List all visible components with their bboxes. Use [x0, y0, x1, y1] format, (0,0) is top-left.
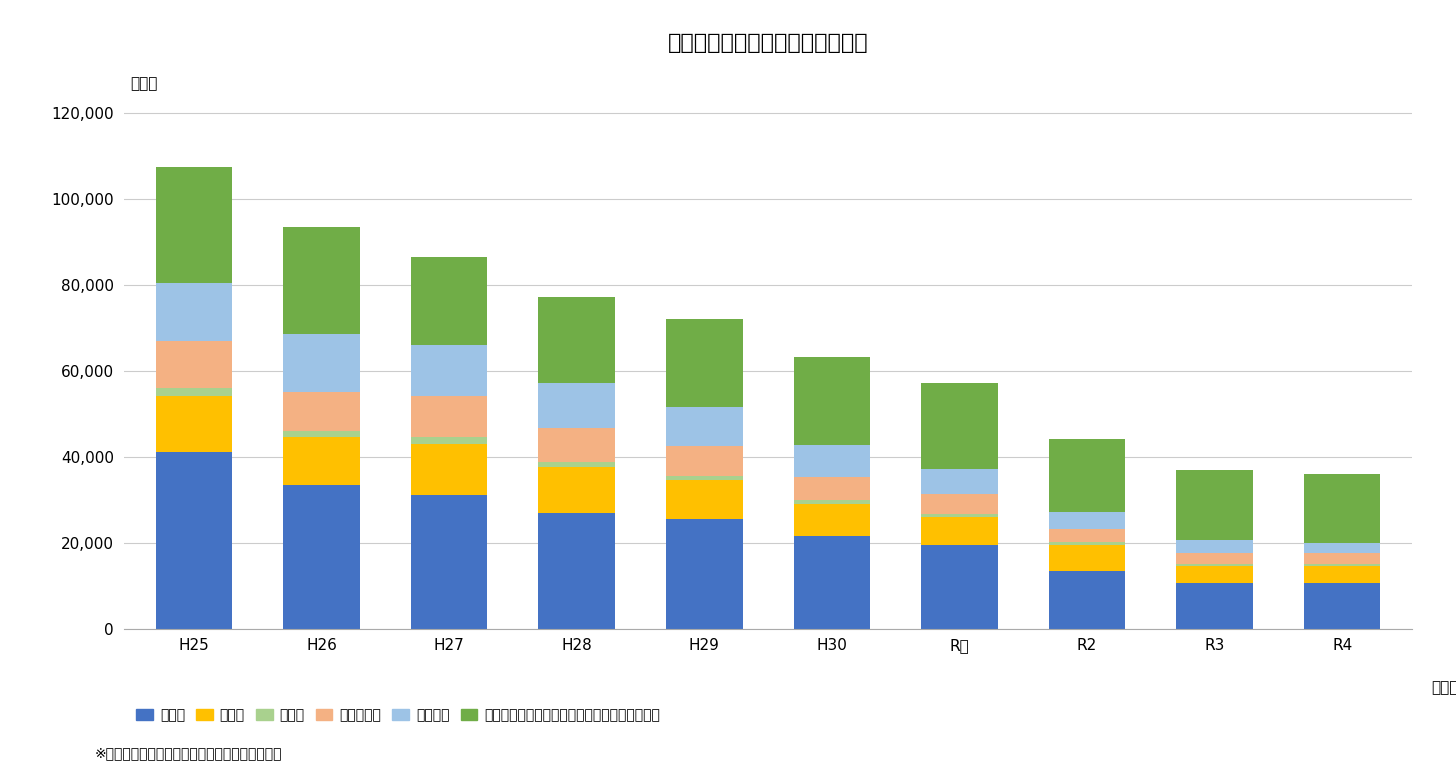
Bar [665, 407, 743, 446]
Bar [1048, 542, 1125, 545]
Bar [794, 501, 871, 504]
Bar [665, 476, 743, 480]
Bar [1305, 542, 1380, 553]
Bar [794, 536, 871, 629]
Bar [539, 428, 614, 462]
Bar [411, 495, 488, 629]
Bar [1048, 570, 1125, 629]
Bar [1176, 553, 1252, 564]
Bar [1048, 529, 1125, 542]
Bar [922, 383, 997, 469]
Bar [665, 480, 743, 519]
Bar [156, 397, 232, 452]
Bar [1305, 564, 1380, 566]
Bar [284, 438, 360, 484]
Bar [411, 397, 488, 438]
Bar [1176, 566, 1252, 584]
Bar [922, 514, 997, 517]
Bar [539, 296, 614, 383]
Bar [1176, 540, 1252, 553]
Bar [411, 438, 488, 444]
Text: （年）: （年） [1431, 680, 1456, 695]
Bar [284, 484, 360, 629]
Bar [411, 257, 488, 345]
Text: （件）: （件） [130, 76, 157, 92]
Bar [156, 167, 232, 282]
Bar [156, 341, 232, 388]
Bar [1176, 584, 1252, 629]
Bar [539, 462, 614, 467]
Bar [1176, 469, 1252, 540]
Bar [1305, 474, 1380, 542]
Bar [284, 431, 360, 438]
Bar [794, 356, 871, 445]
Text: ※「空き巣」「忍込み」「居空き」は、住宅対象: ※「空き巣」「忍込み」「居空き」は、住宅対象 [95, 747, 282, 760]
Bar [1048, 439, 1125, 512]
Bar [539, 383, 614, 428]
Bar [1305, 584, 1380, 629]
Title: 侵入窃盗の手口別認知件数の推移: 侵入窃盗の手口別認知件数の推移 [668, 33, 868, 53]
Bar [411, 345, 488, 397]
Bar [922, 469, 997, 494]
Bar [665, 519, 743, 629]
Bar [1305, 566, 1380, 584]
Bar [539, 467, 614, 512]
Bar [539, 512, 614, 629]
Bar [284, 392, 360, 431]
Bar [665, 446, 743, 476]
Bar [284, 334, 360, 392]
Bar [284, 227, 360, 334]
Bar [1048, 512, 1125, 529]
Bar [922, 545, 997, 629]
Bar [156, 388, 232, 397]
Bar [156, 282, 232, 341]
Bar [156, 452, 232, 629]
Bar [411, 444, 488, 495]
Bar [1305, 553, 1380, 564]
Bar [1048, 545, 1125, 570]
Bar [794, 445, 871, 476]
Bar [1176, 564, 1252, 566]
Bar [794, 504, 871, 536]
Bar [794, 476, 871, 501]
Legend: 空き巣, 忍込み, 居空き, 事務所荒し, 出店荒し, その他（倉庫荒し、金庫破り、学校荒し、他）: 空き巣, 忍込み, 居空き, 事務所荒し, 出店荒し, その他（倉庫荒し、金庫破… [131, 702, 665, 728]
Bar [922, 494, 997, 514]
Bar [922, 517, 997, 545]
Bar [665, 319, 743, 407]
